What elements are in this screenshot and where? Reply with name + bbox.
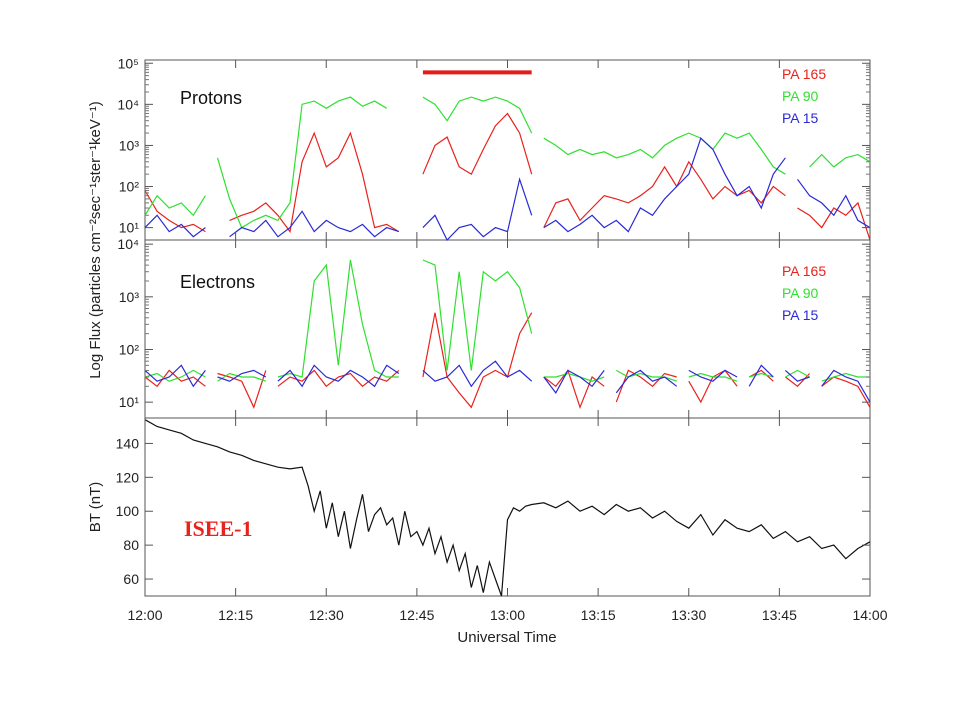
mission-label: ISEE-1: [184, 516, 252, 541]
bt-axis-title: BT (nT): [87, 482, 104, 533]
electrons-ytick-label: 10³: [119, 289, 140, 305]
field-series-bt: [144, 419, 871, 597]
xtick-label: 14:00: [852, 607, 887, 623]
electrons-panel-frame: [144, 239, 871, 419]
electrons-legend-pa165: PA 165: [782, 263, 826, 279]
axes-layer: 10¹ 10² 10³ 10⁴ 10⁵ 10¹ 10² 10³ 10⁴ 60 80 100 120 140…: [116, 55, 888, 623]
xtick-label: 12:15: [218, 607, 253, 623]
field-ytick-label: 80: [123, 537, 139, 553]
protons-series-pa165: [144, 112, 871, 241]
xtick-label: 12:45: [399, 607, 434, 623]
electrons-legend-pa15: PA 15: [782, 307, 819, 323]
protons-ytick-label: 10³: [119, 137, 140, 153]
field-ytick-label: 120: [116, 469, 140, 485]
electrons-series-pa165: [144, 312, 871, 410]
xtick-label: 13:30: [671, 607, 706, 623]
x-axis-title: Universal Time: [457, 629, 556, 646]
protons-series-layer: [144, 96, 871, 242]
protons-legend-pa165: PA 165: [782, 66, 826, 82]
protons-panel-label: Protons: [180, 88, 242, 108]
flux-axis-title: Log Flux (particles cm⁻²sec⁻¹ster⁻¹keV⁻¹…: [87, 101, 104, 379]
protons-ytick-label: 10⁵: [118, 55, 139, 71]
protons-legend-pa90: PA 90: [782, 88, 819, 104]
electrons-panel-label: Electrons: [180, 272, 255, 292]
xtick-label: 12:30: [309, 607, 344, 623]
field-series-layer: [144, 419, 871, 597]
field-ytick-label: 60: [123, 571, 139, 587]
electrons-legend-pa90: PA 90: [782, 285, 819, 301]
xtick-label: 13:00: [490, 607, 525, 623]
protons-series-pa90: [144, 96, 871, 229]
electrons-series-layer: [144, 259, 871, 410]
electrons-ytick-label: 10²: [119, 341, 140, 357]
electrons-ytick-label: 10⁴: [117, 236, 139, 252]
xtick-label: 12:00: [127, 607, 162, 623]
field-ytick-label: 100: [116, 503, 140, 519]
xtick-label: 13:15: [581, 607, 616, 623]
electrons-ytick-label: 10¹: [119, 394, 140, 410]
field-ytick-label: 140: [116, 435, 140, 451]
field-panel-frame: [144, 417, 871, 597]
protons-ytick-label: 10²: [119, 179, 140, 195]
protons-ytick-label: 10¹: [119, 220, 140, 236]
electrons-series-pa15: [144, 360, 871, 403]
protons-series-pa15: [144, 137, 871, 242]
protons-legend-pa15: PA 15: [782, 110, 819, 126]
protons-ytick-label: 10⁴: [117, 96, 139, 112]
xtick-label: 13:45: [762, 607, 797, 623]
